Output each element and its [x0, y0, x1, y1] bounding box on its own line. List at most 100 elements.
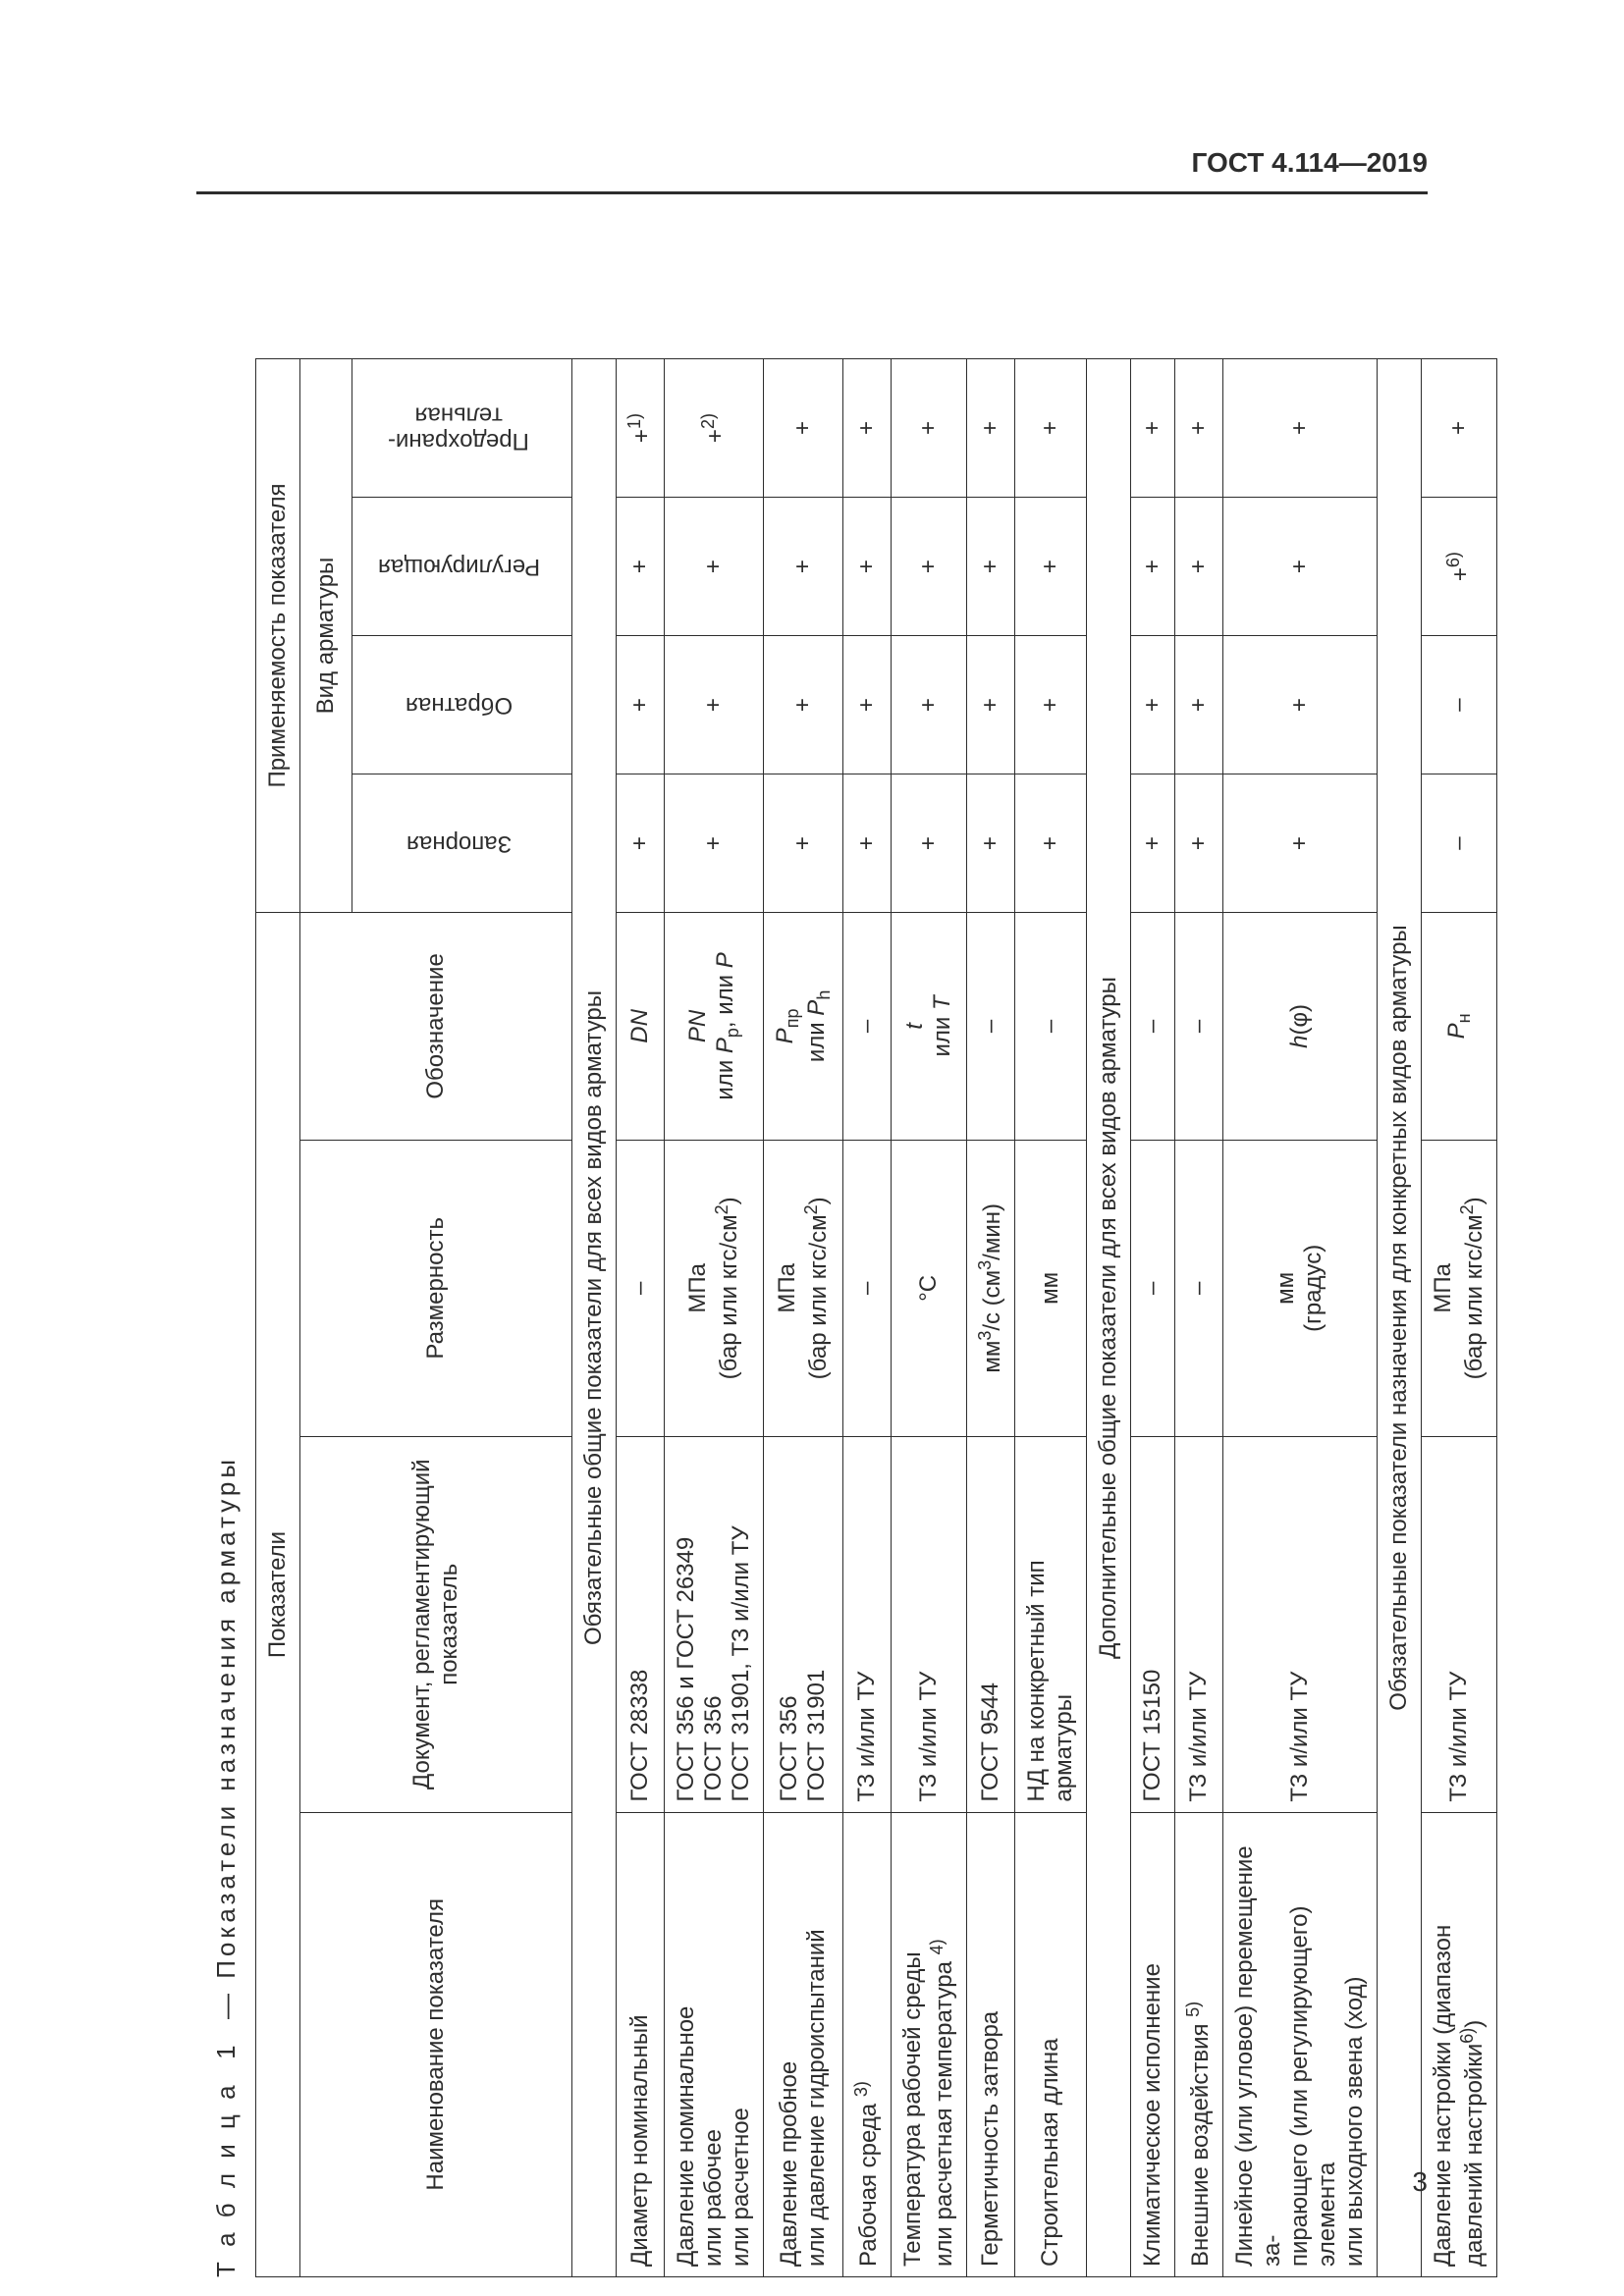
- cell-app-2: +: [891, 498, 966, 636]
- cell-dim: МПа(бар или кгс/см2): [764, 1140, 843, 1436]
- table-row: Строительная длинаНД на конкретный тип а…: [1014, 359, 1086, 2277]
- cell-name: Строительная длина: [1014, 1812, 1086, 2276]
- cell-app-2: +: [665, 498, 764, 636]
- cell-app-0: +: [665, 774, 764, 913]
- cell-dim: –: [617, 1140, 665, 1436]
- th-indicators: Показатели: [256, 913, 300, 2277]
- table-row: Температура рабочей средыили расчетная т…: [891, 359, 966, 2277]
- cell-sym: –: [1174, 913, 1222, 1141]
- cell-app-1: +: [665, 636, 764, 774]
- caption-prefix: Т а б л и ц а: [211, 2081, 241, 2277]
- cell-app-0: +: [966, 774, 1014, 913]
- cell-dim: °С: [891, 1140, 966, 1436]
- cell-dim: МПа(бар или кгс/см2): [1421, 1140, 1496, 1436]
- cell-name: Герметичность затвора: [966, 1812, 1014, 2276]
- th-name: Наименование показателя: [300, 1812, 572, 2276]
- cell-app-3: +: [891, 359, 966, 498]
- table-caption: Т а б л и ц а 1 — Показатели назначения …: [211, 358, 242, 2277]
- cell-app-3: +: [1174, 359, 1222, 498]
- th-predohr: Предохрани-тельная: [352, 359, 572, 498]
- header-rule: [196, 191, 1428, 194]
- th-doc: Документ, регламентирующий показатель: [300, 1436, 572, 1812]
- section-header: Дополнительные общие показатели для всех…: [1086, 359, 1130, 2277]
- cell-app-1: +: [966, 636, 1014, 774]
- th-regul: Регулирующая: [352, 498, 572, 636]
- cell-app-3: +: [764, 359, 843, 498]
- cell-app-1: +: [617, 636, 665, 774]
- cell-dim: мм(градус): [1222, 1140, 1377, 1436]
- table-row: Рабочая среда 3)ТЗ и/или ТУ––++++: [842, 359, 891, 2277]
- cell-app-2: +: [1174, 498, 1222, 636]
- cell-name: Давление пробноеили давление гидроиспыта…: [764, 1812, 843, 2276]
- cell-app-0: +: [1174, 774, 1222, 913]
- cell-doc: ТЗ и/или ТУ: [842, 1436, 891, 1812]
- cell-sym: Pприли Ph: [764, 913, 843, 1141]
- cell-doc: НД на конкретный тип арматуры: [1014, 1436, 1086, 1812]
- cell-app-0: +: [1130, 774, 1174, 913]
- cell-dim: мм: [1014, 1140, 1086, 1436]
- cell-name: Давление настройки (диапазон давлений на…: [1421, 1812, 1496, 2276]
- th-sym: Обозначение: [300, 913, 572, 1141]
- table-row: Давление настройки (диапазон давлений на…: [1421, 359, 1496, 2277]
- cell-doc: ТЗ и/или ТУ: [1421, 1436, 1496, 1812]
- cell-sym: PNили Pр, или P: [665, 913, 764, 1141]
- cell-doc: ГОСТ 28338: [617, 1436, 665, 1812]
- cell-app-0: +: [891, 774, 966, 913]
- cell-dim: –: [842, 1140, 891, 1436]
- cell-app-1: –: [1421, 636, 1496, 774]
- table-row: Линейное (или угловое) перемещение за-пи…: [1222, 359, 1377, 2277]
- cell-app-1: +: [891, 636, 966, 774]
- cell-dim: –: [1130, 1140, 1174, 1436]
- th-obratnaya: Обратная: [352, 636, 572, 774]
- caption-title: — Показатели назначения арматуры: [211, 1456, 241, 2019]
- cell-app-2: +: [764, 498, 843, 636]
- cell-sym: tили T: [891, 913, 966, 1141]
- th-type: Вид арматуры: [300, 359, 352, 913]
- cell-sym: Pн: [1421, 913, 1496, 1141]
- cell-app-2: +: [1222, 498, 1377, 636]
- cell-name: Климатическое исполнение: [1130, 1812, 1174, 2276]
- cell-app-1: +: [1014, 636, 1086, 774]
- cell-doc: ГОСТ 356ГОСТ 31901: [764, 1436, 843, 1812]
- cell-app-3: +: [1130, 359, 1174, 498]
- cell-app-1: +: [1130, 636, 1174, 774]
- cell-app-0: +: [1222, 774, 1377, 913]
- cell-doc: ГОСТ 9544: [966, 1436, 1014, 1812]
- cell-dim: –: [1174, 1140, 1222, 1436]
- cell-name: Линейное (или угловое) перемещение за-пи…: [1222, 1812, 1377, 2276]
- cell-app-3: +: [1421, 359, 1496, 498]
- cell-sym: DN: [617, 913, 665, 1141]
- th-applicability: Применяемость показателя: [256, 359, 300, 913]
- cell-dim: мм3/с (см3/мин): [966, 1140, 1014, 1436]
- cell-doc: ТЗ и/или ТУ: [891, 1436, 966, 1812]
- table-row: Диаметр номинальныйГОСТ 28338–DN++++1): [617, 359, 665, 2277]
- cell-app-2: +: [1130, 498, 1174, 636]
- caption-number: 1: [211, 2041, 241, 2058]
- cell-app-1: +: [764, 636, 843, 774]
- cell-app-0: +: [842, 774, 891, 913]
- cell-app-3: +: [966, 359, 1014, 498]
- cell-app-3: +: [842, 359, 891, 498]
- cell-app-0: –: [1421, 774, 1496, 913]
- th-zapornaya: Запорная: [352, 774, 572, 913]
- cell-sym: –: [1130, 913, 1174, 1141]
- cell-app-2: +: [617, 498, 665, 636]
- cell-sym: h(φ): [1222, 913, 1377, 1141]
- cell-app-3: +1): [617, 359, 665, 498]
- section-header: Обязательные общие показатели для всех в…: [572, 359, 617, 2277]
- th-dim: Размерность: [300, 1140, 572, 1436]
- cell-doc: ГОСТ 356 и ГОСТ 26349ГОСТ 356ГОСТ 31901,…: [665, 1436, 764, 1812]
- cell-app-0: +: [764, 774, 843, 913]
- cell-doc: ТЗ и/или ТУ: [1174, 1436, 1222, 1812]
- cell-doc: ГОСТ 15150: [1130, 1436, 1174, 1812]
- cell-name: Температура рабочей средыили расчетная т…: [891, 1812, 966, 2276]
- cell-app-3: +: [1014, 359, 1086, 498]
- cell-dim: МПа(бар или кгс/см2): [665, 1140, 764, 1436]
- cell-app-2: +: [842, 498, 891, 636]
- cell-app-3: +: [1222, 359, 1377, 498]
- cell-name: Давление номинальноеили рабочееили расче…: [665, 1812, 764, 2276]
- main-table: Показатели Применяемость показателя Наим…: [255, 358, 1497, 2277]
- table-row: Герметичность затвораГОСТ 9544мм3/с (см3…: [966, 359, 1014, 2277]
- page-number: 3: [1412, 2166, 1428, 2198]
- table-row: Давление номинальноеили рабочееили расче…: [665, 359, 764, 2277]
